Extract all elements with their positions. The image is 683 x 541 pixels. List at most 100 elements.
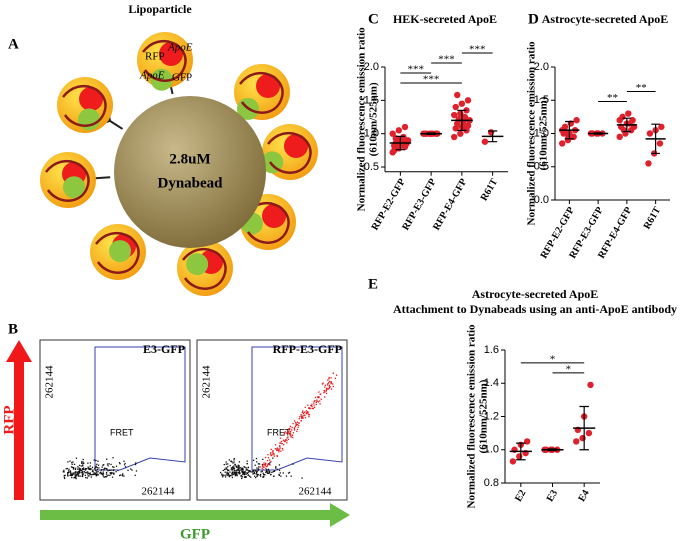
- event-dot: [67, 474, 69, 477]
- event-dot: [106, 475, 108, 477]
- event-dot: [300, 415, 302, 417]
- event-dot: [89, 465, 91, 467]
- event-dot: [248, 471, 250, 473]
- event-dot: [335, 374, 338, 376]
- event-dot: [288, 430, 290, 432]
- event-dot: [292, 436, 294, 439]
- event-dot: [278, 448, 280, 450]
- event-dot: [233, 465, 235, 467]
- event-dot: [325, 390, 327, 392]
- event-dot: [70, 473, 72, 475]
- event-dot: [290, 475, 292, 477]
- panel-label: A: [8, 36, 19, 52]
- event-dot: [94, 469, 96, 471]
- event-dot: [295, 424, 297, 426]
- event-dot: [275, 466, 277, 468]
- data-point: [573, 438, 580, 445]
- x-axis-max: 262144: [142, 486, 176, 498]
- event-dot: [273, 475, 275, 477]
- event-dot: [232, 466, 234, 468]
- x-axis-label: GFP: [180, 526, 210, 541]
- event-dot: [123, 475, 125, 477]
- event-dot: [263, 476, 265, 478]
- event-dot: [79, 468, 82, 470]
- event-dot: [88, 467, 90, 469]
- gate-label: FRET: [110, 427, 134, 437]
- event-dot: [293, 429, 296, 431]
- event-dot: [93, 459, 95, 461]
- event-dot: [319, 393, 321, 395]
- event-dot: [66, 467, 68, 470]
- event-dot: [223, 463, 225, 466]
- y-axis-label: (610nm/525nm): [478, 379, 490, 453]
- event-dot: [240, 467, 242, 469]
- data-point: [400, 133, 407, 141]
- linker: [95, 176, 111, 180]
- event-dot: [63, 471, 65, 473]
- event-dot: [112, 457, 114, 459]
- event-dot: [308, 416, 310, 418]
- data-point: [646, 130, 654, 137]
- event-dot: [286, 442, 288, 444]
- y-tick-label: 2.0: [364, 61, 379, 73]
- event-dot: [328, 376, 330, 379]
- event-dot: [280, 442, 282, 444]
- bead-label: Dynabead: [157, 175, 223, 191]
- data-point: [452, 103, 459, 111]
- event-dot: [276, 468, 278, 471]
- event-dot: [300, 413, 302, 416]
- event-dot: [225, 467, 227, 469]
- panel-label: B: [8, 321, 18, 337]
- event-dot: [276, 447, 279, 449]
- x-tick-label: R61T: [479, 177, 501, 203]
- event-dot: [286, 429, 289, 431]
- event-dot: [275, 467, 277, 469]
- event-dot: [325, 392, 328, 395]
- event-dot: [245, 469, 247, 471]
- event-dot: [261, 467, 263, 469]
- event-dot: [263, 462, 265, 464]
- event-dot: [73, 477, 75, 479]
- event-dot: [278, 464, 281, 466]
- event-dot: [110, 463, 112, 466]
- event-dot: [76, 475, 78, 477]
- event-dot: [94, 468, 96, 470]
- event-dot: [326, 387, 328, 389]
- event-dot: [323, 389, 325, 392]
- apoe: [267, 132, 312, 174]
- event-dot: [224, 476, 227, 478]
- data-point: [457, 130, 464, 137]
- event-dot: [259, 466, 261, 468]
- event-dot: [96, 463, 98, 465]
- event-dot: [266, 472, 269, 475]
- event-dot: [69, 471, 72, 473]
- event-dot: [81, 469, 83, 472]
- y-axis-label: (610nm/525nm): [368, 82, 380, 156]
- event-dot: [291, 434, 294, 437]
- event-dot: [249, 470, 251, 472]
- event-dot: [100, 472, 102, 474]
- event-dot: [254, 464, 256, 466]
- event-dot: [227, 474, 229, 476]
- y-tick-label: 1.0: [364, 128, 379, 140]
- significance-label: **: [607, 92, 618, 104]
- event-dot: [84, 471, 86, 474]
- event-dot: [327, 388, 330, 390]
- y-axis-label: Normalized fluorescence emission ratio: [526, 41, 538, 226]
- event-dot: [246, 463, 248, 465]
- event-dot: [298, 422, 300, 424]
- event-dot: [334, 377, 337, 380]
- event-dot: [63, 474, 65, 477]
- event-dot: [81, 464, 84, 466]
- event-dot: [107, 465, 109, 467]
- event-dot: [265, 463, 267, 465]
- gfp: [186, 253, 209, 276]
- event-dot: [237, 468, 239, 470]
- event-dot: [67, 472, 69, 474]
- event-dot: [233, 461, 235, 463]
- event-dot: [316, 399, 318, 401]
- event-dot: [255, 472, 257, 475]
- event-dot: [124, 466, 127, 468]
- event-dot: [82, 458, 84, 461]
- event-dot: [92, 469, 94, 471]
